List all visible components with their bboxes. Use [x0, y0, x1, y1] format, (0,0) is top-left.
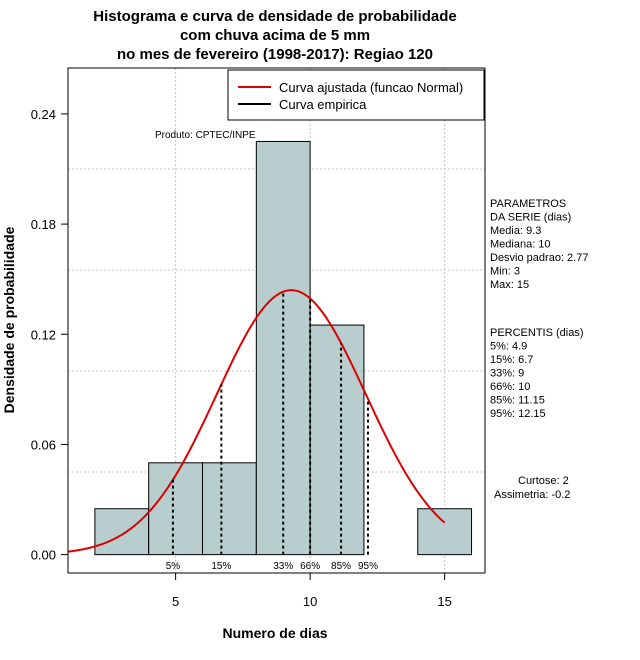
title-line: no mes de fevereiro (1998-2017): Regiao … — [117, 46, 433, 63]
histogram-bar — [94, 508, 150, 556]
percentile-label: 95% — [358, 561, 378, 572]
side-panel: PARAMETROS DA SERIE (dias) Media: 9.3 Med… — [490, 198, 588, 501]
percentiles-line: PERCENTIS (dias) — [490, 327, 584, 339]
series-parameters-line: Media: 9.3 — [490, 225, 541, 237]
percentile-label: 5% — [166, 561, 181, 572]
histogram-bar — [417, 508, 473, 556]
x-tick-label: 15 — [437, 594, 451, 609]
curtose-text: Curtose: 2 — [518, 475, 569, 487]
axes: 5 10 15 0.00 0.06 0.12 0.18 0.24 Numero de dias D… — [1, 67, 486, 641]
y-tick-label: 0.12 — [31, 327, 56, 342]
assimetria-text: Assimetria: -0.2 — [494, 489, 570, 501]
chart-title: Histograma e curva de densidade de proba… — [93, 8, 456, 63]
percentiles-line: 95%: 12.15 — [490, 408, 546, 420]
percentile-label: 66% — [300, 561, 320, 572]
y-tick-label: 0.24 — [31, 107, 56, 122]
histogram-bar — [148, 462, 204, 556]
product-annotation: Produto: CPTEC/INPE — [155, 130, 256, 141]
series-parameters-line: Mediana: 10 — [490, 239, 551, 251]
percentiles-line: 66%: 10 — [490, 381, 530, 393]
legend-label: Curva ajustada (funcao Normal) — [279, 80, 463, 95]
legend: Curva ajustada (funcao Normal) Curva empi… — [227, 69, 485, 121]
percentile-lines: 5% 15% 33% 66% 85% 95% — [166, 291, 378, 572]
histogram-bar — [309, 324, 365, 556]
x-tick-label: 5 — [172, 594, 179, 609]
x-tick-label: 10 — [303, 594, 317, 609]
normal-curve — [67, 289, 446, 553]
percentile-label: 33% — [273, 561, 293, 572]
series-parameters-line: Min: 3 — [490, 266, 520, 278]
percentile-label: 15% — [211, 561, 231, 572]
series-parameters-line: Desvio padrao: 2.77 — [490, 252, 588, 264]
percentiles-line: 5%: 4.9 — [490, 341, 527, 353]
x-axis-label: Numero de dias — [222, 625, 327, 641]
percentile-label: 85% — [331, 561, 351, 572]
percentiles-line: 15%: 6.7 — [490, 354, 533, 366]
histogram-bar — [202, 462, 257, 556]
series-parameters-line: DA SERIE (dias) — [490, 212, 571, 224]
series-parameters-line: Max: 15 — [490, 279, 529, 291]
legend-label: Curva empirica — [279, 97, 367, 112]
fitted-curve-line — [67, 289, 446, 553]
annotations: Produto: CPTEC/INPE — [155, 130, 256, 141]
y-tick-label: 0.06 — [31, 437, 56, 452]
y-tick-label: 0.18 — [31, 217, 56, 232]
title-line: com chuva acima de 5 mm — [180, 27, 370, 44]
title-line: Histograma e curva de densidade de proba… — [93, 8, 456, 25]
y-tick-label: 0.00 — [31, 548, 56, 563]
plot-frame — [67, 67, 486, 574]
legend-box — [227, 69, 485, 121]
percentiles-line: 85%: 11.15 — [490, 395, 545, 407]
series-parameters-line: PARAMETROS — [490, 198, 566, 210]
y-axis-label: Densidade de probabilidade — [1, 226, 17, 413]
percentiles-line: 33%: 9 — [490, 368, 524, 380]
